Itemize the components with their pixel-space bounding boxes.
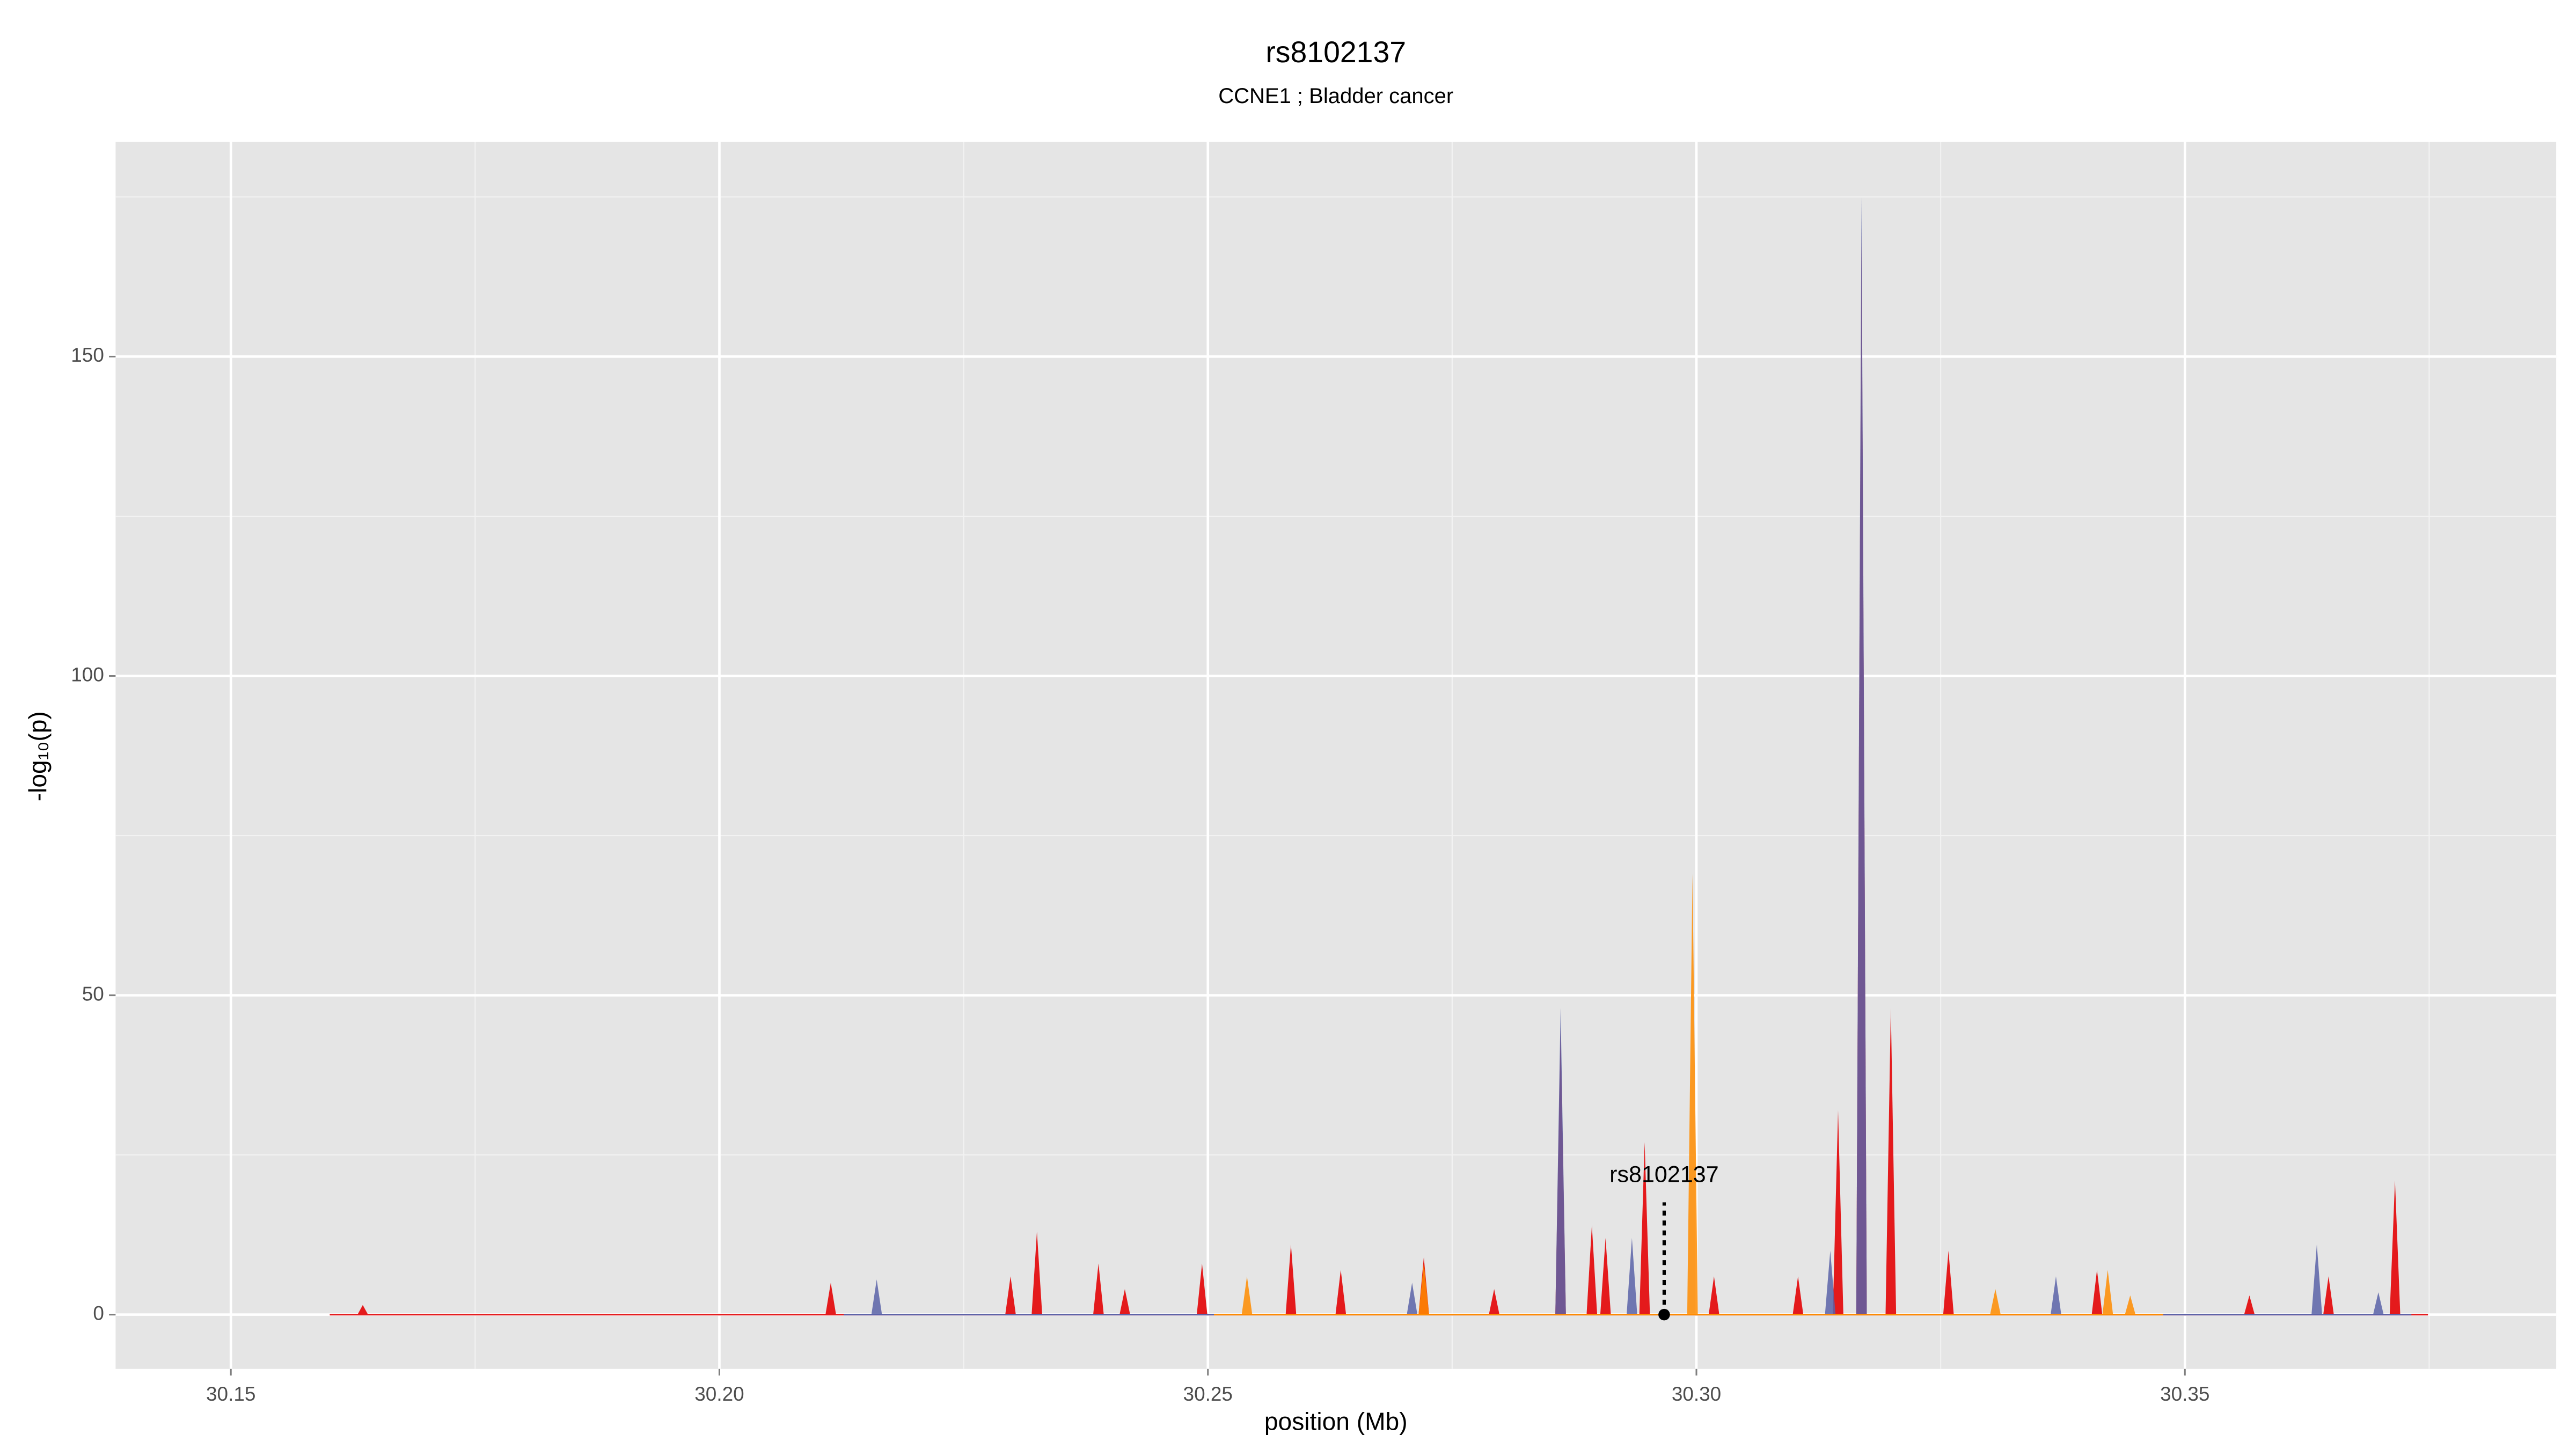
y-axis-title: -log₁₀(p) bbox=[24, 711, 52, 801]
chart-title: rs8102137 bbox=[1265, 35, 1406, 69]
peak bbox=[1708, 1276, 1719, 1315]
y-tick-label: 0 bbox=[93, 1302, 104, 1324]
x-tick-label: 30.15 bbox=[206, 1383, 255, 1405]
peak bbox=[825, 1283, 836, 1315]
y-tick-label: 150 bbox=[71, 344, 104, 366]
peak bbox=[1990, 1289, 2001, 1315]
peak bbox=[1792, 1276, 1804, 1315]
peak bbox=[2125, 1295, 2136, 1315]
peak bbox=[1885, 1008, 1897, 1315]
peak bbox=[2102, 1270, 2113, 1315]
peak bbox=[1586, 1225, 1598, 1315]
peak bbox=[2311, 1244, 2322, 1315]
peak bbox=[1489, 1289, 1500, 1315]
x-tick-label: 30.35 bbox=[2160, 1383, 2209, 1405]
peak bbox=[1833, 1110, 1843, 1315]
peak bbox=[1031, 1231, 1042, 1315]
x-tick-label: 30.30 bbox=[1672, 1383, 1721, 1405]
peak bbox=[1825, 1250, 1836, 1315]
peak bbox=[1555, 1008, 1566, 1315]
labels: 30.15 30.20 30.25 30.30 30.35 0 50 100 150 bbox=[71, 344, 2209, 1405]
grid bbox=[115, 142, 2557, 1369]
peak bbox=[871, 1279, 882, 1315]
peak bbox=[1600, 1238, 1611, 1315]
peak bbox=[1856, 196, 1867, 1315]
panel bbox=[115, 142, 2557, 1369]
annotation-point bbox=[1658, 1308, 1670, 1321]
peak bbox=[1196, 1263, 1208, 1315]
annotation-label: rs8102137 bbox=[1609, 1162, 1719, 1188]
peak bbox=[1687, 874, 1698, 1315]
x-tick-label: 30.25 bbox=[1183, 1383, 1233, 1405]
peak bbox=[357, 1305, 368, 1315]
peak bbox=[2389, 1180, 2401, 1315]
peak bbox=[1943, 1250, 1954, 1315]
peak bbox=[1285, 1244, 1297, 1315]
peak bbox=[2091, 1270, 2103, 1315]
peak bbox=[1093, 1263, 1104, 1315]
peak bbox=[1407, 1283, 1418, 1315]
x-axis-title: position (Mb) bbox=[1264, 1407, 1408, 1435]
x-tick-label: 30.20 bbox=[694, 1383, 744, 1405]
peak bbox=[1639, 1142, 1650, 1315]
y-tick-label: 50 bbox=[82, 983, 104, 1005]
peak bbox=[1119, 1289, 1130, 1315]
y-tick-label: 100 bbox=[71, 663, 104, 685]
marks: rs8102137 bbox=[330, 196, 2428, 1321]
peak bbox=[2373, 1292, 2384, 1315]
peak bbox=[2244, 1295, 2255, 1315]
peak bbox=[1627, 1238, 1637, 1315]
chart-subtitle: CCNE1 ; Bladder cancer bbox=[1218, 84, 1453, 108]
peak bbox=[1241, 1276, 1253, 1315]
peak bbox=[2051, 1276, 2061, 1315]
peak bbox=[1335, 1270, 1346, 1315]
peak bbox=[2323, 1276, 2334, 1315]
peak bbox=[1418, 1263, 1429, 1315]
peak bbox=[1005, 1276, 1016, 1315]
